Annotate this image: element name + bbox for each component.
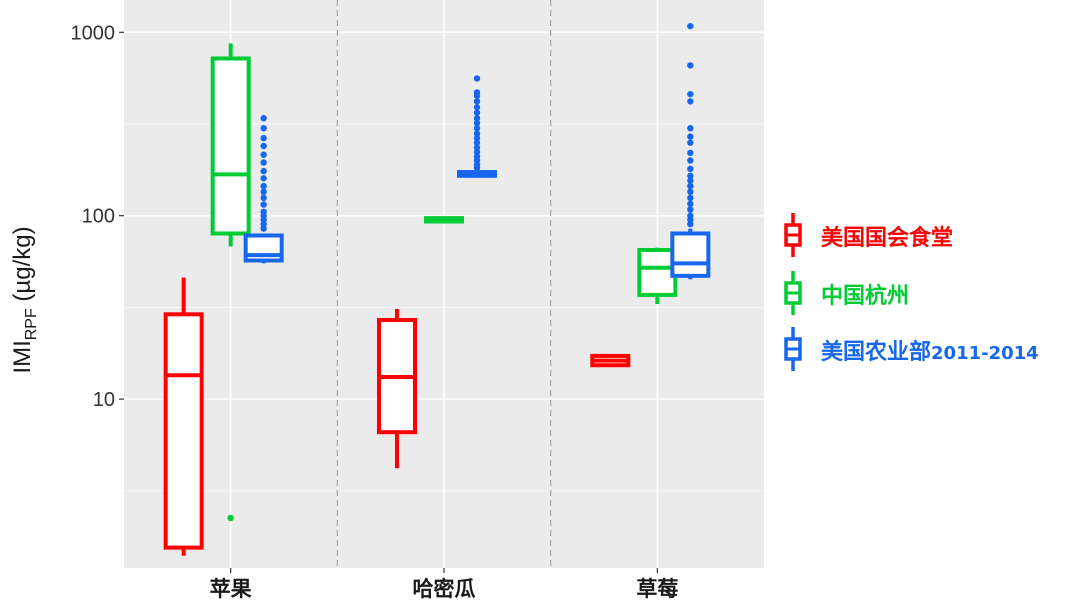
outlier-point — [260, 151, 267, 158]
outlier-point — [687, 62, 694, 69]
outlier-point — [687, 194, 694, 202]
outlier-point — [260, 134, 267, 142]
y-tick-label: 100 — [82, 206, 115, 228]
outlier-point — [260, 115, 267, 122]
outlier-point — [687, 172, 694, 180]
box — [670, 231, 711, 278]
series-1 — [163, 277, 631, 556]
y-axis: 10 100 1000 — [71, 22, 124, 411]
outlier-point — [260, 142, 267, 150]
outlier-point — [473, 134, 481, 142]
x-axis: 苹果 哈密瓜 草莓 — [210, 568, 678, 601]
outlier-point — [687, 165, 694, 173]
outlier-point — [260, 194, 267, 202]
outlier-point — [473, 98, 481, 105]
outlier-point — [473, 130, 481, 137]
outlier-point — [687, 182, 694, 190]
outlier-point — [473, 153, 481, 160]
x-tick-label: 哈密瓜 — [413, 577, 476, 601]
category-separators — [336, 0, 552, 568]
outlier-point — [687, 200, 694, 208]
x-tick-label: 草莓 — [636, 577, 678, 601]
outlier-point — [687, 139, 694, 146]
outlier-point — [260, 167, 267, 175]
outlier-point — [473, 119, 481, 127]
series-3 — [243, 22, 711, 280]
outlier-point — [473, 144, 481, 151]
outlier-point — [687, 98, 694, 105]
outlier-point — [227, 514, 234, 522]
outlier-point — [687, 149, 694, 157]
y-tick-label: 1000 — [71, 22, 116, 44]
outlier-point — [260, 124, 267, 132]
box — [210, 56, 251, 236]
outlier-point — [687, 188, 694, 196]
outlier-point — [687, 177, 694, 184]
outlier-point — [260, 188, 267, 196]
outlier-point — [687, 206, 694, 213]
outlier-point — [260, 182, 267, 190]
outlier-point — [260, 175, 267, 182]
x-tick-label: 苹果 — [210, 577, 252, 601]
outlier-point — [260, 208, 267, 216]
outlier-point — [687, 133, 694, 140]
outlier-point — [473, 104, 481, 111]
outlier-point — [473, 109, 481, 116]
outlier-point — [687, 212, 694, 219]
outlier-point — [473, 124, 481, 132]
outlier-point — [260, 159, 267, 166]
y-axis-title: IMIRPF (µg/kg) — [9, 226, 40, 373]
outlier-point — [687, 90, 694, 98]
box-series — [163, 22, 711, 556]
box — [163, 312, 204, 550]
legend-label: 中国杭州 — [821, 283, 909, 309]
outlier-point — [473, 75, 481, 82]
box — [637, 248, 678, 297]
outlier-point — [687, 22, 694, 30]
y-tick-label: 10 — [93, 389, 115, 411]
outlier-point — [473, 148, 481, 156]
legend-label: 美国农业部2011-2014 — [821, 339, 1039, 365]
legend-label: 美国国会食堂 — [821, 225, 953, 251]
outlier-point — [473, 89, 481, 96]
outlier-point — [473, 115, 481, 122]
series-2 — [210, 43, 678, 522]
outlier-point — [687, 157, 694, 164]
outlier-point — [687, 124, 694, 132]
outlier-point — [260, 201, 267, 208]
outlier-point — [260, 225, 267, 232]
outlier-point — [473, 139, 481, 146]
